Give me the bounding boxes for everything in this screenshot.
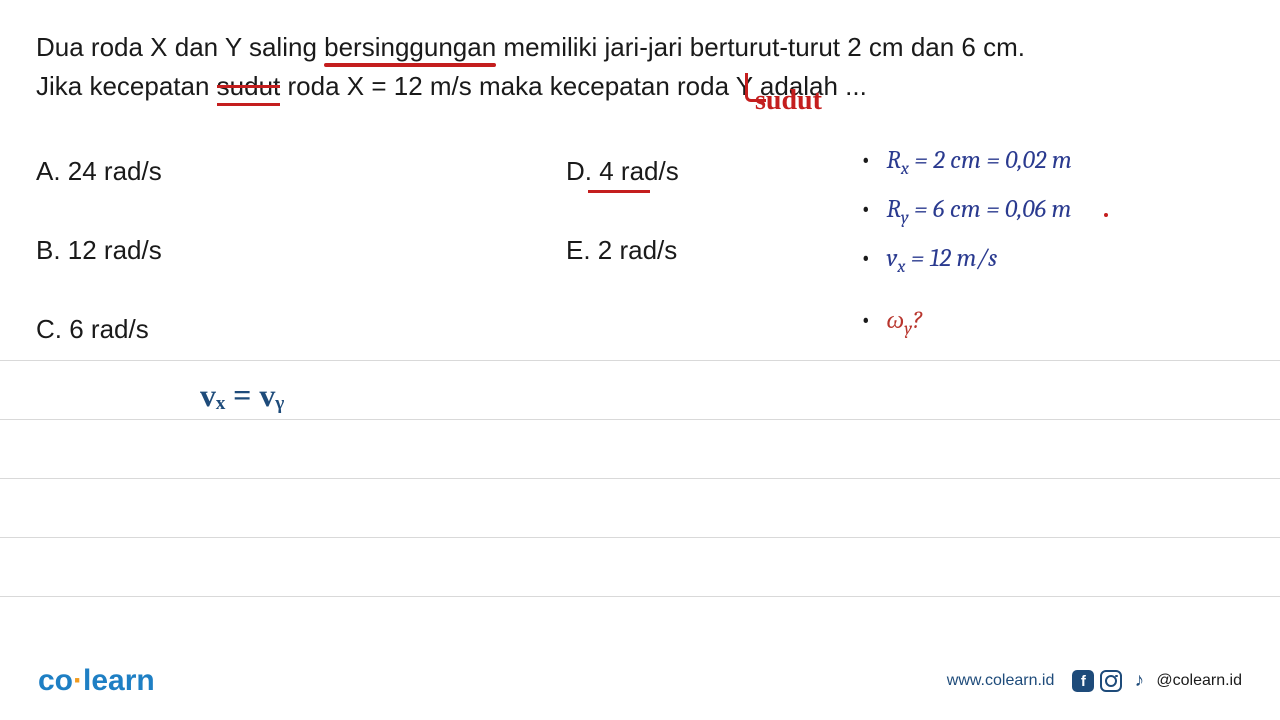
q-line1-before: Dua roda X dan Y saling	[36, 32, 324, 62]
note-rx: • Rx = 2 cm = 0,02 m	[860, 145, 1230, 179]
ruled-line	[0, 537, 1280, 538]
q-line1-after: memiliki jari-jari berturut-turut 2 cm d…	[496, 32, 1025, 62]
ruled-lines-background	[0, 360, 1280, 655]
vx-value: = 12 m/s	[905, 244, 997, 273]
option-A[interactable]: A. 24 rad/s	[36, 156, 566, 187]
note-wy: • ωy?	[860, 305, 1230, 339]
option-B[interactable]: B. 12 rad/s	[36, 235, 566, 266]
q-line2-before: Jika kecepatan	[36, 71, 217, 101]
bullet-icon: •	[860, 145, 872, 175]
ry-value: = 6 cm = 0,06 m	[909, 195, 1072, 224]
question-line1: Dua roda X dan Y saling bersinggungan me…	[36, 28, 1244, 67]
handwritten-equation: vₓ = vᵧ	[200, 377, 284, 414]
footer: co·learn www.colearn.id f ♪ @colearn.id	[0, 664, 1280, 698]
handwritten-sudut-annotation: sudut	[755, 85, 822, 117]
bullet-icon: •	[860, 305, 872, 335]
rx-subscript: x	[901, 158, 909, 179]
option-C[interactable]: C. 6 rad/s	[36, 314, 566, 345]
social-handle[interactable]: @colearn.id	[1156, 672, 1242, 690]
tiktok-icon[interactable]: ♪	[1128, 670, 1150, 692]
ruled-line	[0, 419, 1280, 420]
bullet-icon: •	[860, 243, 872, 273]
wy-question: ?	[912, 306, 922, 335]
q-line1-underlined: bersinggungan	[324, 32, 496, 62]
annotation-dot	[1104, 213, 1108, 217]
ruled-line	[0, 596, 1280, 597]
website-url[interactable]: www.colearn.id	[947, 672, 1055, 690]
footer-right: www.colearn.id f ♪ @colearn.id	[947, 670, 1242, 692]
option-E[interactable]: E. 2 rad/s	[566, 235, 826, 266]
rx-symbol: R	[887, 146, 901, 175]
rx-value: = 2 cm = 0,02 m	[909, 146, 1072, 175]
facebook-icon[interactable]: f	[1072, 670, 1094, 692]
ruled-line	[0, 478, 1280, 479]
logo-co: co	[38, 664, 73, 697]
q-line2-strike: sudut	[217, 71, 281, 101]
ruled-line	[0, 360, 1280, 361]
ry-subscript: y	[901, 207, 909, 228]
social-icons: f ♪ @colearn.id	[1072, 670, 1242, 692]
given-data-notes: • Rx = 2 cm = 0,02 m • Ry = 6 cm = 0,06 …	[860, 145, 1230, 354]
instagram-icon[interactable]	[1100, 670, 1122, 692]
options-column-right: D. 4 rad/s E. 2 rad/s	[566, 156, 826, 393]
wy-symbol: ω	[887, 306, 905, 335]
question-line2: Jika kecepatan sudut roda X = 12 m/s mak…	[36, 67, 1244, 106]
ry-symbol: R	[887, 195, 901, 224]
colearn-logo: co·learn	[38, 664, 155, 698]
option-D[interactable]: D. 4 rad/s	[566, 156, 826, 187]
vx-symbol: v	[887, 244, 898, 273]
note-ry: • Ry = 6 cm = 0,06 m	[860, 194, 1230, 228]
wy-subscript: y	[904, 318, 912, 339]
logo-dot: ·	[73, 664, 83, 697]
logo-learn: learn	[83, 664, 155, 697]
note-vx: • vx = 12 m/s	[860, 243, 1230, 277]
options-column-left: A. 24 rad/s B. 12 rad/s C. 6 rad/s	[36, 156, 566, 393]
bullet-icon: •	[860, 194, 872, 224]
